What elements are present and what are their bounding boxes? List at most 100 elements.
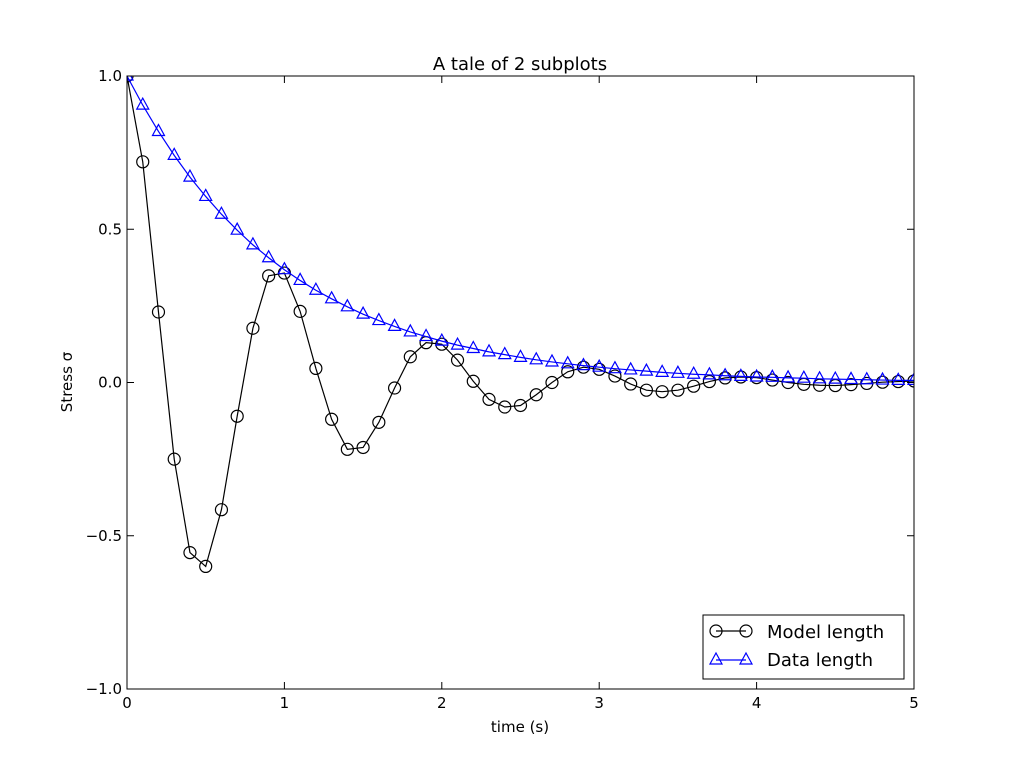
- data-point-data-length: [859, 371, 874, 385]
- data-point-model-length: [498, 400, 512, 414]
- data-point-model-length: [230, 409, 244, 423]
- data-point-data-length: [167, 147, 182, 160]
- chart-title: A tale of 2 subplots: [433, 54, 607, 75]
- y-axis-label: Stress σ: [58, 351, 76, 412]
- x-tick-label: 1: [280, 694, 290, 712]
- series-layer: [127, 76, 914, 574]
- data-point-model-length: [372, 415, 386, 429]
- x-tick-label: 4: [752, 694, 762, 712]
- data-point-data-length: [544, 353, 559, 367]
- x-axis-label: time (s): [491, 718, 549, 736]
- data-point-data-length: [781, 369, 796, 383]
- data-point-model-length: [199, 559, 213, 574]
- legend-item-model-length: Model length: [709, 622, 884, 643]
- data-point-model-length: [907, 374, 914, 388]
- data-point-data-length: [450, 336, 465, 350]
- data-point-data-length: [261, 249, 276, 263]
- data-point-model-length: [608, 369, 622, 383]
- data-point-data-length: [387, 318, 402, 332]
- data-point-data-length: [623, 361, 638, 375]
- data-point-model-length: [592, 362, 606, 376]
- data-point-model-length: [293, 304, 307, 318]
- data-point-data-length: [670, 365, 685, 378]
- data-point-model-length: [136, 155, 150, 169]
- data-point-model-length: [545, 375, 559, 390]
- y-tick-label: 1.0: [98, 67, 122, 85]
- data-point-model-length: [246, 321, 260, 335]
- data-point-model-length: [561, 365, 575, 379]
- data-point-data-length: [151, 123, 166, 137]
- data-point-data-length: [277, 261, 292, 275]
- data-point-model-length: [844, 378, 858, 392]
- data-point-data-length: [844, 371, 859, 385]
- data-point-data-length: [765, 369, 780, 382]
- data-point-model-length: [151, 305, 166, 319]
- data-point-model-length: [482, 392, 496, 406]
- plot-area: [126, 75, 915, 690]
- y-tick-label: 0.0: [98, 374, 122, 392]
- data-point-data-length: [466, 340, 481, 354]
- x-tick-label: 3: [594, 694, 604, 712]
- data-point-model-length: [655, 385, 669, 399]
- data-point-model-length: [309, 361, 323, 376]
- data-point-data-length: [513, 349, 528, 362]
- data-point-model-length: [214, 503, 229, 517]
- data-point-data-length: [198, 188, 213, 202]
- data-point-model-length: [529, 388, 543, 402]
- legend-label-data-length: Data length: [767, 650, 873, 671]
- data-point-data-length: [482, 343, 497, 357]
- data-point-data-length: [340, 298, 355, 312]
- data-point-data-length: [356, 305, 371, 319]
- data-point-data-length: [245, 236, 260, 250]
- data-point-model-length: [356, 440, 370, 455]
- data-point-data-length: [875, 371, 890, 385]
- legend-marker-model-length: [709, 624, 723, 638]
- data-point-data-length: [718, 367, 733, 381]
- data-point-data-length: [403, 323, 418, 337]
- legend-label-model-length: Model length: [767, 622, 884, 643]
- x-tick-label: 0: [122, 694, 132, 712]
- data-point-data-length: [529, 351, 544, 365]
- data-point-data-length: [828, 370, 843, 384]
- data-point-data-length: [796, 369, 811, 383]
- data-point-model-length: [262, 269, 276, 283]
- data-point-data-length: [749, 368, 764, 382]
- legend-item-data-length: Data length: [708, 650, 873, 671]
- legend-marker-data-length: [708, 651, 724, 665]
- data-point-model-length: [450, 353, 465, 367]
- data-point-model-length: [891, 374, 905, 389]
- data-point-model-length: [466, 374, 480, 388]
- y-tick-label: −0.5: [86, 527, 122, 545]
- legend: Model length Data length: [702, 614, 905, 680]
- data-point-model-length: [718, 371, 732, 385]
- data-point-data-length: [434, 332, 449, 346]
- data-point-data-length: [702, 366, 717, 380]
- data-point-model-length: [167, 452, 181, 466]
- legend-frame: [702, 614, 905, 680]
- data-point-model-length: [687, 379, 701, 393]
- x-tick-label: 2: [437, 694, 447, 712]
- data-point-data-length: [560, 355, 575, 369]
- data-point-model-length: [183, 546, 197, 560]
- data-point-data-length: [686, 365, 701, 379]
- data-point-data-length: [308, 281, 323, 295]
- legend-marker-data-length: [738, 651, 754, 665]
- x-axis: 0 1 2 3 4 5: [122, 76, 919, 712]
- data-point-data-length: [607, 360, 622, 374]
- data-point-data-length: [182, 168, 197, 182]
- data-point-data-length: [733, 368, 748, 381]
- data-point-data-length: [324, 290, 339, 304]
- data-point-data-length: [214, 205, 229, 219]
- data-point-data-length: [592, 358, 607, 372]
- y-axis: −1.0 −0.5 0.0 0.5 1.0: [86, 67, 914, 698]
- data-point-model-length: [325, 412, 339, 426]
- data-point-data-length: [419, 328, 434, 342]
- data-point-model-length: [875, 375, 890, 389]
- data-point-data-length: [655, 364, 670, 377]
- data-point-model-length: [624, 377, 638, 391]
- data-point-data-length: [371, 312, 386, 326]
- data-point-model-length: [513, 398, 528, 413]
- data-point-model-length: [639, 383, 654, 397]
- legend-marker-model-length: [739, 624, 753, 638]
